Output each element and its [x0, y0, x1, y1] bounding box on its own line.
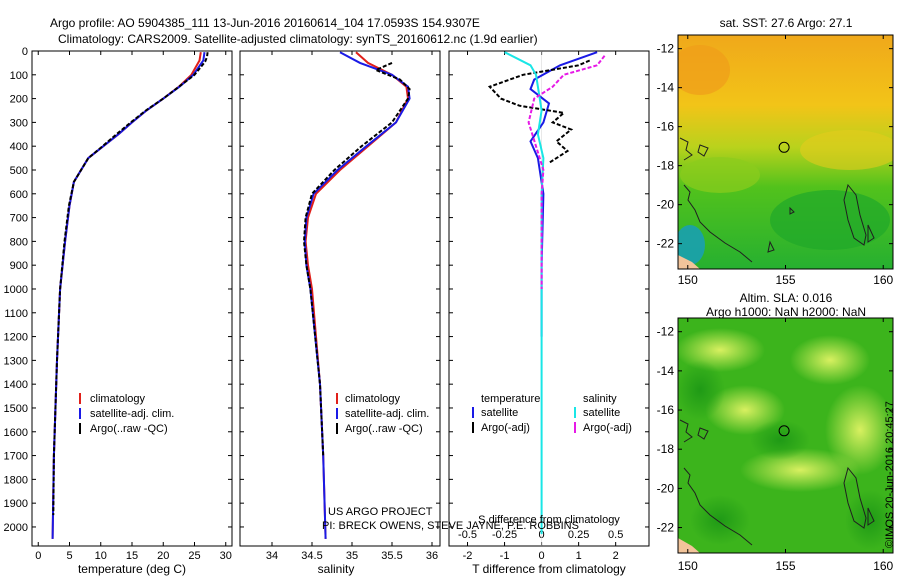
s-diff-tick-label: -0.25: [492, 529, 517, 541]
map-lat-label: -16: [657, 120, 675, 134]
series-argo-raw-qc-: [302, 61, 411, 456]
depth-tick-label: 2000: [4, 522, 28, 534]
x-tick-label: 0: [539, 550, 545, 562]
sst-map-title: sat. SST: 27.6 Argo: 27.1: [720, 16, 853, 30]
temperature-xlabel: temperature (deg C): [78, 562, 186, 576]
depth-tick-label: 1400: [4, 379, 28, 391]
depth-tick-label: 100: [10, 70, 28, 82]
depth-tick-label: 1800: [4, 474, 28, 486]
x-tick-label: 0: [35, 550, 41, 562]
s-diff-tick-label: 0.25: [568, 529, 589, 541]
x-tick-label: 10: [95, 550, 107, 562]
series-argo-raw-qc-: [52, 52, 209, 516]
salinity-xlabel: salinity: [318, 562, 355, 576]
legend-label: Argo(-adj): [583, 422, 632, 434]
depth-tick-label: 1500: [4, 403, 28, 415]
depth-tick-label: 1200: [4, 332, 28, 344]
legend-label: satellite: [583, 407, 620, 419]
depth-tick-label: 200: [10, 94, 28, 106]
x-tick-label: 25: [188, 550, 200, 562]
map-lat-label: -20: [657, 481, 675, 495]
depth-tick-label: 900: [10, 260, 28, 272]
x-tick-label: 35.5: [381, 550, 402, 562]
legend-label: Argo(-adj): [481, 422, 530, 434]
x-tick-label: 2: [613, 550, 619, 562]
map-lat-label: -18: [657, 442, 675, 456]
depth-tick-label: 600: [10, 189, 28, 201]
legend-label: climatology: [90, 393, 146, 405]
series-s-satellite: [504, 51, 545, 535]
imos-timestamp: ©IMOS 20-Jun-2016 20:45:27: [884, 401, 896, 548]
map-lon-label: 150: [678, 559, 698, 573]
map-lon-label: 160: [873, 273, 893, 287]
x-tick-label: 1: [576, 550, 582, 562]
header-line1: Argo profile: AO 5904385_111 13-Jun-2016…: [50, 16, 480, 30]
difference-xlabel-top: S difference from climatology: [478, 514, 620, 526]
argo-position-marker: [778, 141, 790, 153]
x-tick-label: 30: [220, 550, 232, 562]
map-lat-label: -18: [657, 159, 675, 173]
map-lat-label: -14: [657, 364, 675, 378]
x-tick-label: 35: [346, 550, 358, 562]
header-line2: Climatology: CARS2009. Satellite-adjuste…: [58, 32, 538, 46]
difference-axes: [448, 50, 650, 547]
series-t-satellite: [529, 51, 598, 337]
map-lon-label: 155: [775, 559, 795, 573]
map-lon-label: 155: [775, 273, 795, 287]
legend-label: Argo(..raw -QC): [90, 423, 168, 435]
depth-tick-label: 400: [10, 141, 28, 153]
legend-label: satellite-adj. clim.: [90, 408, 174, 420]
x-tick-label: 15: [126, 550, 138, 562]
legend-title-salinity: salinity: [583, 393, 617, 405]
map-lat-label: -12: [657, 42, 675, 56]
salinity-axes: [239, 50, 441, 547]
x-tick-label: 34.5: [301, 550, 322, 562]
depth-tick-label: 1900: [4, 498, 28, 510]
depth-tick-label: 1600: [4, 427, 28, 439]
series-satellite-adj-clim-: [303, 51, 411, 539]
map-lat-label: -22: [657, 237, 675, 251]
map-lat-label: -22: [657, 521, 675, 535]
s-diff-tick-label: 0.5: [608, 529, 623, 541]
depth-tick-label: 1700: [4, 451, 28, 463]
series-s-argo-adj-: [527, 55, 606, 289]
argo-position-marker: [778, 425, 790, 437]
map-lat-label: -16: [657, 403, 675, 417]
depth-tick-label: 500: [10, 165, 28, 177]
depth-tick-label: 800: [10, 236, 28, 248]
map-lat-label: -12: [657, 325, 675, 339]
depth-tick-label: 1300: [4, 355, 28, 367]
map-lon-label: 150: [678, 273, 698, 287]
map-lat-label: -14: [657, 81, 675, 95]
legend-label: Argo(..raw -QC): [345, 423, 423, 435]
map-lon-label: 160: [873, 559, 893, 573]
depth-tick-label: 1000: [4, 284, 28, 296]
salinity-legend: climatology satellite-adj. clim. Argo(..…: [336, 393, 429, 435]
difference-xlabel: T difference from climatology: [472, 562, 626, 576]
legend-label: satellite: [481, 407, 518, 419]
depth-tick-label: 300: [10, 117, 28, 129]
temperature-axes: [31, 50, 233, 547]
x-tick-label: -2: [463, 550, 473, 562]
legend-label: satellite-adj. clim.: [345, 408, 429, 420]
sla-map-title1: Altim. SLA: 0.016: [740, 291, 833, 305]
sla-map-title2: Argo h1000: NaN h2000: NaN: [706, 305, 866, 319]
x-tick-label: -1: [500, 550, 510, 562]
difference-legend: temperature salinity satellite Argo(-adj…: [472, 393, 632, 434]
project-label: US ARGO PROJECT: [328, 506, 433, 518]
map-lat-label: -20: [657, 198, 675, 212]
x-tick-label: 5: [66, 550, 72, 562]
x-tick-label: 36: [426, 550, 438, 562]
pi-label: PI: BRECK OWENS, STEVE JAYNE, P.E. ROBBI…: [322, 520, 579, 532]
x-tick-label: 20: [157, 550, 169, 562]
legend-title-temperature: temperature: [481, 393, 540, 405]
depth-tick-label: 700: [10, 213, 28, 225]
temperature-legend: climatology satellite-adj. clim. Argo(..…: [79, 393, 174, 435]
s-diff-tick-label: -0.5: [458, 529, 477, 541]
depth-tick-label: 1100: [4, 308, 28, 320]
depth-tick-label: 0: [22, 46, 28, 58]
x-tick-label: 34: [266, 550, 278, 562]
legend-label: climatology: [345, 393, 401, 405]
